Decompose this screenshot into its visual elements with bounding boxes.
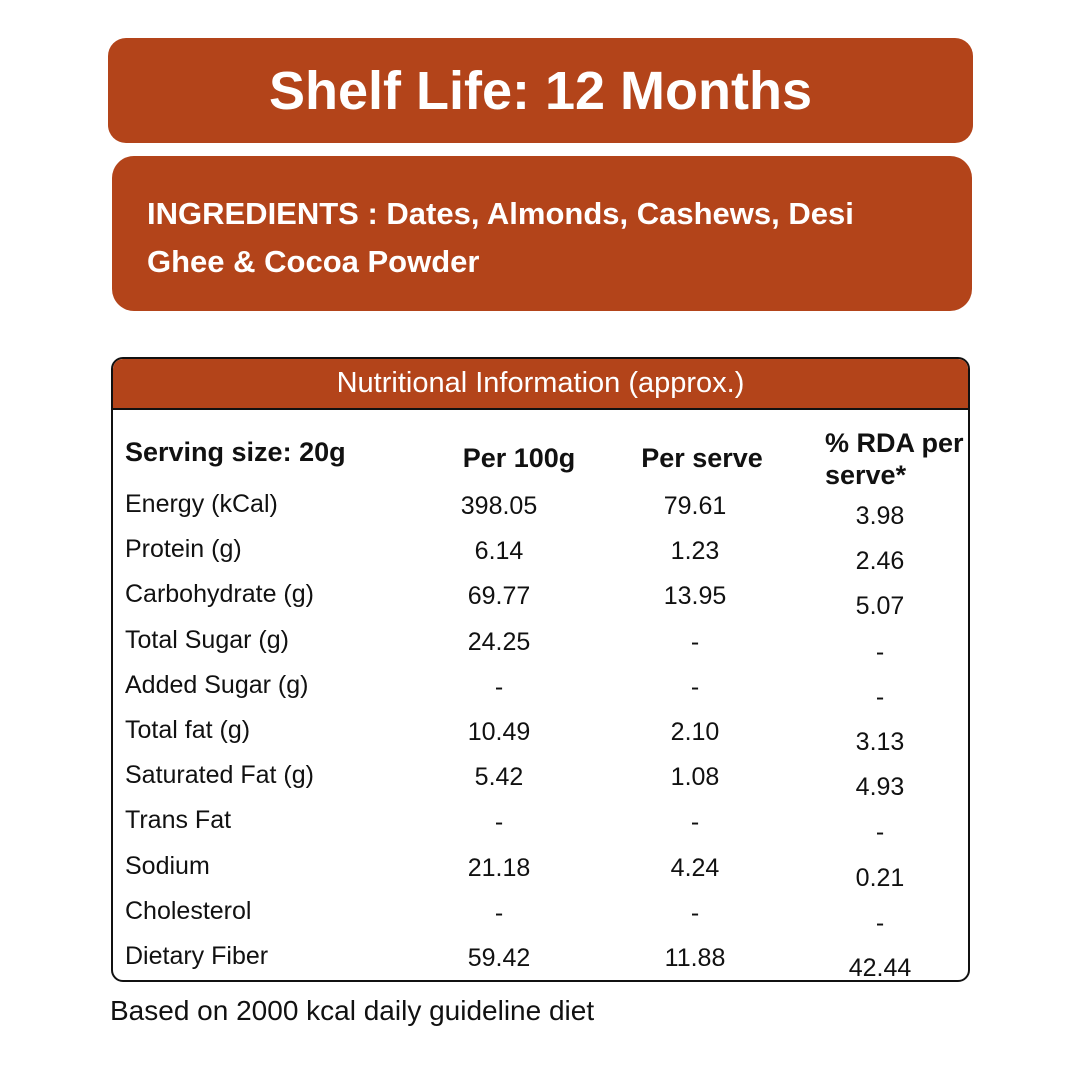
- row-value: 1.23: [670, 537, 720, 566]
- row-label: Dietary Fiber: [125, 942, 269, 970]
- row-label: Total Sugar (g): [125, 625, 289, 654]
- row-value: 13.95: [663, 582, 727, 611]
- row-value: 4.24: [670, 853, 720, 882]
- row-label: Energy (kCal): [125, 490, 278, 518]
- row-value: 79.61: [663, 492, 727, 520]
- row-value: -: [690, 672, 700, 701]
- header-cell: Serving size: 20g: [125, 437, 346, 467]
- row-value: 4.93: [855, 773, 905, 802]
- row-value: 0.21: [855, 863, 905, 892]
- row-value: -: [690, 808, 700, 837]
- row-label: Sodium: [125, 851, 210, 880]
- row-value: -: [875, 637, 885, 666]
- row-value: -: [875, 682, 885, 711]
- row-label: Added Sugar (g): [125, 670, 309, 699]
- row-value: 69.77: [467, 582, 531, 611]
- row-value: 5.07: [855, 592, 905, 621]
- row-label: Cholesterol: [125, 896, 252, 925]
- row-value: 1.08: [670, 763, 720, 792]
- row-value: -: [494, 808, 504, 837]
- row-label: Saturated Fat (g): [125, 761, 314, 790]
- row-label: Protein (g): [125, 535, 242, 564]
- row-value: -: [494, 898, 504, 927]
- row-value: 11.88: [664, 944, 726, 972]
- header-cell: Per serve: [641, 443, 763, 473]
- row-value: -: [875, 908, 885, 937]
- header-cell: % RDA per serve*: [825, 428, 964, 490]
- row-value: -: [875, 818, 885, 847]
- footnote: Based on 2000 kcal daily guideline diet: [110, 995, 595, 1026]
- row-value: -: [690, 898, 700, 927]
- row-value: 10.49: [467, 718, 531, 746]
- row-value: 5.42: [474, 763, 524, 792]
- row-value: 3.13: [855, 728, 905, 756]
- row-value: -: [494, 672, 504, 701]
- row-value: 42.44: [848, 954, 912, 982]
- row-value: -: [690, 627, 700, 656]
- ingredients-box: INGREDIENTS : Dates, Almonds, Cashews, D…: [112, 156, 972, 311]
- row-value: 21.18: [467, 853, 531, 882]
- row-value: 6.14: [474, 537, 524, 566]
- row-value: 2.10: [670, 718, 720, 746]
- ingredients-text: INGREDIENTS : Dates, Almonds, Cashews, D…: [147, 196, 854, 279]
- row-label: Carbohydrate (g): [125, 580, 314, 609]
- shelf-life-banner: Shelf Life: 12 Months: [108, 38, 973, 143]
- row-value: 2.46: [855, 547, 905, 576]
- nutrition-table: Nutritional Information (approx.) Servin…: [111, 357, 970, 982]
- row-label: Total fat (g): [125, 716, 251, 744]
- row-label: Trans Fat: [125, 806, 232, 835]
- row-value: 24.25: [467, 627, 531, 656]
- row-value: 3.98: [855, 502, 905, 530]
- row-value: 59.42: [467, 944, 531, 972]
- row-value: 398.05: [460, 492, 538, 520]
- table-title: Nutritional Information (approx.): [113, 359, 968, 410]
- header-cell: Per 100g: [462, 443, 576, 473]
